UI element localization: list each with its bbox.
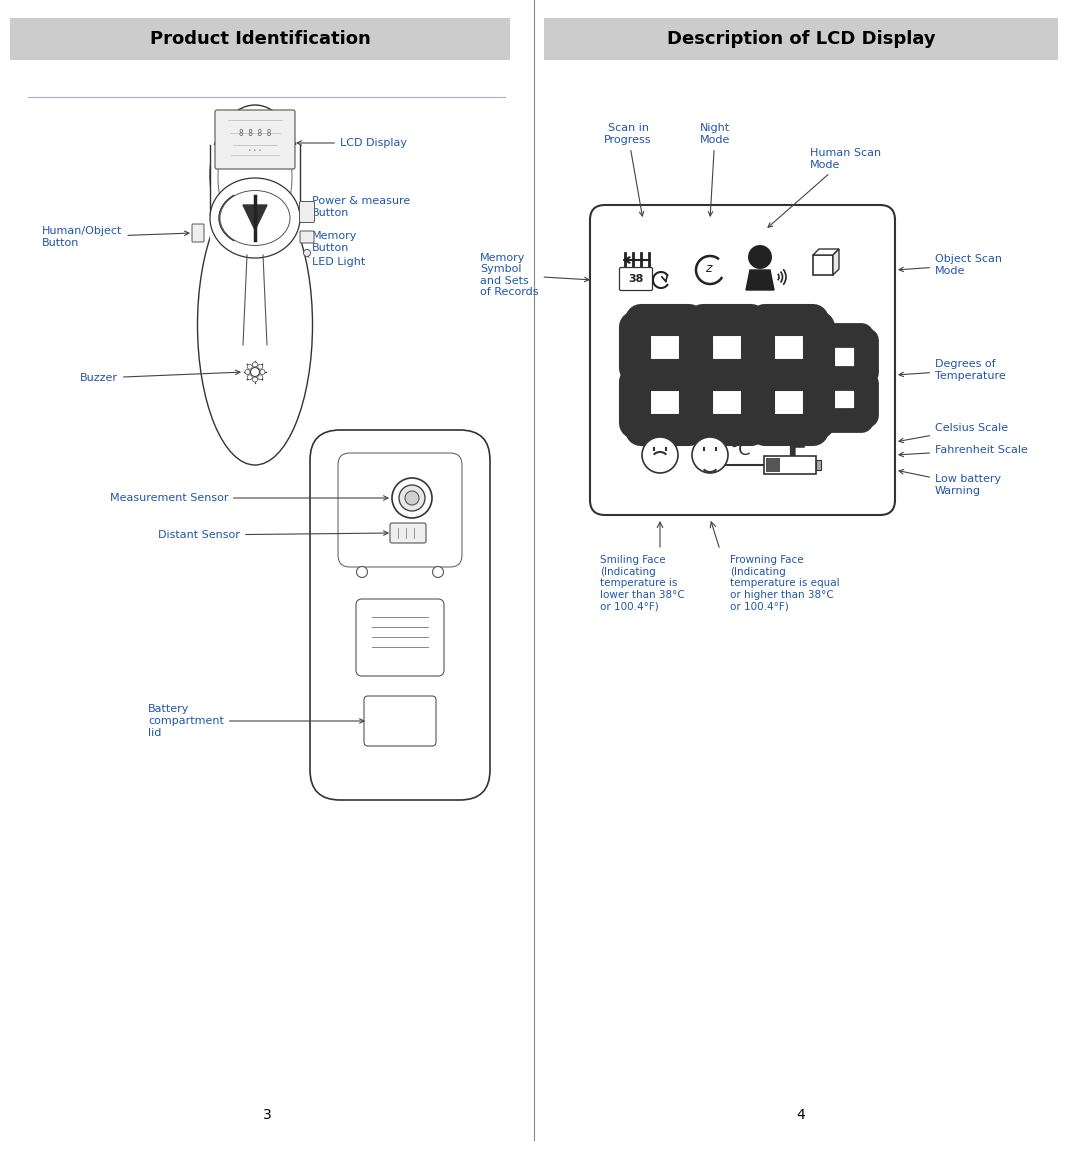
Circle shape xyxy=(247,365,252,369)
Text: Product Identification: Product Identification xyxy=(150,30,371,47)
FancyBboxPatch shape xyxy=(299,201,314,222)
FancyBboxPatch shape xyxy=(10,19,511,60)
FancyBboxPatch shape xyxy=(356,599,444,676)
Ellipse shape xyxy=(220,191,290,245)
Text: z: z xyxy=(705,262,711,274)
Text: 38: 38 xyxy=(628,274,644,284)
Circle shape xyxy=(247,375,252,380)
Polygon shape xyxy=(813,249,839,255)
Text: 8 8 8 8: 8 8 8 8 xyxy=(239,129,271,138)
Text: °C: °C xyxy=(729,441,751,459)
Text: Memory
Symbol
and Sets
of Records: Memory Symbol and Sets of Records xyxy=(480,252,588,298)
FancyBboxPatch shape xyxy=(300,230,314,243)
Circle shape xyxy=(260,369,265,374)
Text: °F: °F xyxy=(772,435,807,464)
Text: Degrees of
Temperature: Degrees of Temperature xyxy=(899,359,1006,381)
Text: Object Scan
Mode: Object Scan Mode xyxy=(899,255,1002,276)
Text: Human Scan
Mode: Human Scan Mode xyxy=(768,148,881,227)
Circle shape xyxy=(252,362,257,367)
Text: 4: 4 xyxy=(797,1108,805,1122)
FancyBboxPatch shape xyxy=(364,696,436,746)
Text: Frowning Face
(Indicating
temperature is equal
or higher than 38°C
or 100.4°F): Frowning Face (Indicating temperature is… xyxy=(731,555,839,611)
FancyBboxPatch shape xyxy=(619,267,653,291)
FancyBboxPatch shape xyxy=(544,19,1058,60)
FancyBboxPatch shape xyxy=(590,205,895,515)
Text: Power & measure
Button: Power & measure Button xyxy=(305,196,410,218)
Polygon shape xyxy=(747,270,774,290)
Circle shape xyxy=(303,249,311,257)
Circle shape xyxy=(692,437,728,472)
Text: Buzzer: Buzzer xyxy=(80,371,240,383)
Text: Description of LCD Display: Description of LCD Display xyxy=(666,30,936,47)
Circle shape xyxy=(642,437,678,472)
FancyBboxPatch shape xyxy=(192,223,204,242)
Text: LCD Display: LCD Display xyxy=(297,138,407,148)
Polygon shape xyxy=(833,249,839,274)
Text: Memory
Button: Memory Button xyxy=(305,232,358,252)
Circle shape xyxy=(252,378,257,382)
Text: Measurement Sensor: Measurement Sensor xyxy=(110,493,388,503)
FancyBboxPatch shape xyxy=(310,430,490,800)
Text: 3: 3 xyxy=(263,1108,271,1122)
Bar xyxy=(813,255,833,274)
Text: LED Light: LED Light xyxy=(304,252,365,267)
Polygon shape xyxy=(244,205,267,230)
Bar xyxy=(210,145,300,265)
Bar xyxy=(766,459,780,472)
Ellipse shape xyxy=(198,185,313,466)
Circle shape xyxy=(251,367,260,376)
Text: Distant Sensor: Distant Sensor xyxy=(158,530,388,540)
Text: Smiling Face
(Indicating
temperature is
lower than 38°C
or 100.4°F): Smiling Face (Indicating temperature is … xyxy=(600,555,685,611)
Circle shape xyxy=(257,375,263,380)
Text: Fahrenheit Scale: Fahrenheit Scale xyxy=(899,445,1027,456)
Bar xyxy=(764,456,816,474)
Text: Low battery
Warning: Low battery Warning xyxy=(899,469,1001,496)
Ellipse shape xyxy=(210,178,300,258)
FancyBboxPatch shape xyxy=(390,523,426,543)
Circle shape xyxy=(257,365,263,369)
Text: • • •: • • • xyxy=(248,147,262,153)
Circle shape xyxy=(357,566,367,578)
Bar xyxy=(816,460,821,470)
Text: Human/Object
Button: Human/Object Button xyxy=(42,226,189,248)
Ellipse shape xyxy=(210,105,300,245)
Circle shape xyxy=(405,491,419,505)
Text: Night
Mode: Night Mode xyxy=(700,124,731,217)
Circle shape xyxy=(245,369,250,374)
Text: Battery
compartment
lid: Battery compartment lid xyxy=(148,704,364,738)
Text: Scan in
Progress: Scan in Progress xyxy=(604,124,651,217)
Text: Celsius Scale: Celsius Scale xyxy=(899,423,1008,442)
Circle shape xyxy=(392,478,431,518)
Circle shape xyxy=(748,245,772,269)
Circle shape xyxy=(433,566,443,578)
FancyBboxPatch shape xyxy=(215,110,295,169)
Circle shape xyxy=(399,485,425,511)
